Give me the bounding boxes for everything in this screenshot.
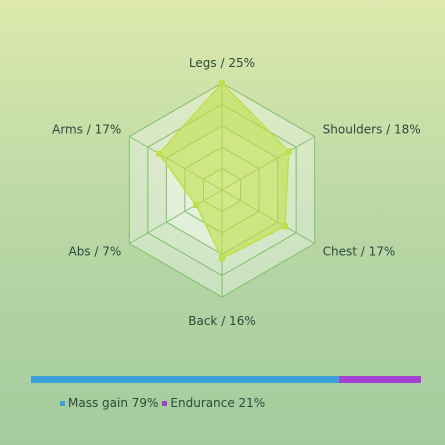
legend-swatch-mass-gain [60,401,65,406]
data-point-back [219,255,225,261]
legend: Mass gain 79% Endurance 21% [60,396,265,410]
axis-label-back: Back / 16% [188,314,255,328]
mass-gain-segment [31,376,339,383]
legend-item-endurance: Endurance 21% [162,396,265,410]
axis-label-legs: Legs / 25% [189,56,255,70]
data-point-shoulders [286,148,292,154]
axis-label-chest: Chest / 17% [323,245,396,259]
data-point-legs [219,80,225,86]
goal-split-bar [31,376,421,383]
data-point-chest [282,223,288,229]
legend-swatch-endurance [162,401,167,406]
endurance-segment [339,376,421,383]
data-point-abs [193,202,199,208]
legend-item-mass-gain: Mass gain 79% [60,396,158,410]
axis-label-arms: Arms / 17% [52,123,121,137]
axis-label-shoulders: Shoulders / 18% [323,123,421,137]
legend-label-endurance: Endurance 21% [170,396,265,410]
data-point-arms [156,151,162,157]
axis-label-abs: Abs / 7% [69,245,122,259]
legend-label-mass-gain: Mass gain 79% [68,396,158,410]
